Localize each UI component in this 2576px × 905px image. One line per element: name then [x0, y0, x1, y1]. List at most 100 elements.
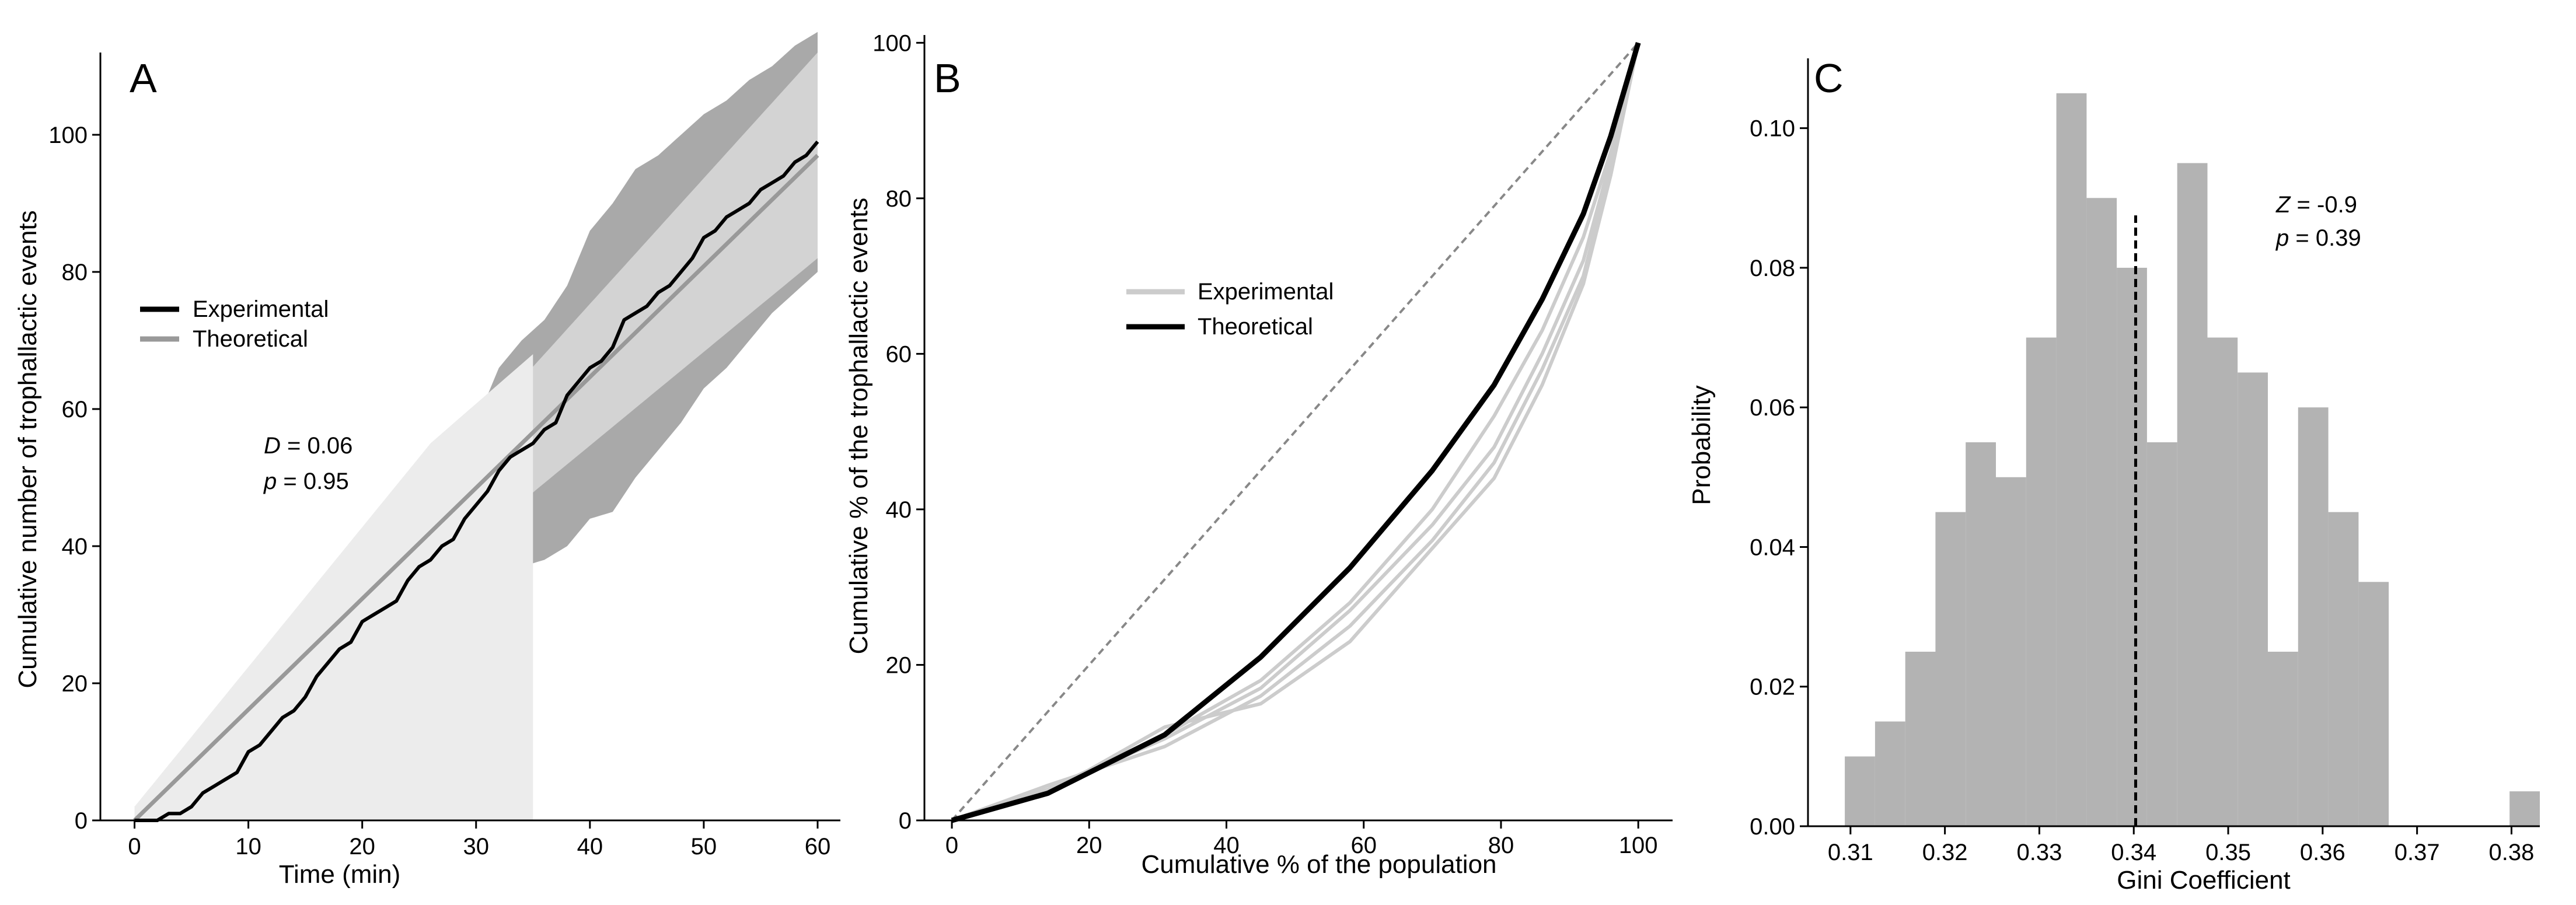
x-tick-label: 50 [691, 834, 717, 859]
panel-c-letter: C [1814, 55, 1844, 101]
y-tick-label: 0.02 [1750, 675, 1795, 700]
x-tick-label: 0.33 [2016, 840, 2062, 865]
panel-a-xlabel: Time (min) [279, 860, 401, 889]
histogram-bar [2086, 198, 2117, 826]
panel-b-letter: B [934, 55, 961, 101]
histogram-bar [2358, 582, 2389, 826]
histogram-bar [2328, 512, 2359, 826]
histogram-bar [1845, 756, 1875, 826]
histogram-bar [1966, 442, 1996, 826]
y-tick-label: 0.00 [1750, 814, 1795, 840]
histogram-bar [1875, 721, 1905, 826]
x-tick-label: 0.37 [2395, 840, 2440, 865]
histogram-bar [1935, 512, 1966, 826]
y-tick-label: 0.10 [1750, 116, 1795, 142]
histogram-bar [2268, 651, 2298, 826]
panel-c-xlabel: Gini Coefficient [2117, 866, 2291, 894]
legend-theoretical-label: Theoretical [193, 326, 308, 352]
panel-a-axes: 0 10 20 30 40 50 60 0 20 40 60 80 100 [48, 53, 840, 859]
panel-a-confidence-bands [134, 32, 818, 820]
y-tick-label: 40 [886, 497, 912, 523]
panel-a: 0 10 20 30 40 50 60 0 20 40 60 80 100 A Time (min) C… [13, 32, 840, 889]
x-tick-label: 20 [349, 834, 375, 859]
y-tick-label: 0.04 [1750, 534, 1795, 560]
y-tick-label: 0.06 [1750, 395, 1795, 421]
y-tick-label: 60 [886, 341, 912, 367]
y-tick-label: 20 [62, 671, 88, 697]
p-value: = 0.95 [277, 469, 348, 494]
panel-b-ylabel: Cumulative % of the trophallactic events [844, 198, 873, 655]
panel-a-d-statistic: D = 0.06 [264, 433, 352, 459]
panel-b-lorenz-curves [951, 42, 1641, 823]
x-tick-label: 0.31 [1828, 840, 1873, 865]
legend-experimental-label: Experimental [1198, 279, 1334, 305]
y-tick-label: 0.08 [1750, 256, 1795, 281]
p-value: = 0.39 [2289, 225, 2361, 251]
histogram-bar [2026, 337, 2057, 826]
panel-b-legend: Experimental Theoretical [1126, 279, 1334, 340]
x-tick-label: 100 [1619, 833, 1658, 858]
histogram-bar [2238, 372, 2268, 826]
panel-b-axes: 0 20 40 60 80 100 0 20 40 60 80 100 [872, 30, 1673, 858]
histogram-bar [2509, 791, 2540, 826]
x-tick-label: 10 [235, 834, 261, 859]
histogram-bar [2117, 267, 2147, 826]
x-tick-label: 80 [1488, 833, 1514, 858]
panel-a-lines [133, 140, 819, 822]
panel-a-letter: A [130, 55, 157, 101]
d-symbol: D [264, 433, 281, 459]
y-tick-label: 40 [62, 534, 88, 560]
panel-b-xlabel: Cumulative % of the population [1141, 850, 1496, 879]
x-tick-label: 0.32 [1922, 840, 1968, 865]
x-tick-label: 0 [128, 834, 141, 859]
x-tick-label: 20 [1076, 833, 1102, 858]
z-symbol: Z [2275, 192, 2291, 218]
legend-experimental-label: Experimental [193, 296, 329, 322]
x-tick-label: 0 [945, 833, 958, 858]
experimental-line [134, 140, 819, 822]
x-tick-label: 0.36 [2300, 840, 2345, 865]
y-tick-label: 0 [899, 808, 912, 834]
experimental-lorenz-curve [951, 42, 1640, 822]
panel-c-z-score: Z = -0.9 [2275, 192, 2357, 218]
band-light-range [134, 354, 533, 820]
experimental-lorenz-curve [951, 42, 1640, 822]
y-tick-label: 60 [62, 397, 88, 422]
panel-a-ylabel: Cumulative number of trophallactic event… [13, 210, 42, 688]
histogram-bar [2056, 93, 2087, 826]
x-tick-label: 0.38 [2489, 840, 2535, 865]
panel-c-p-value: p = 0.39 [2275, 225, 2361, 251]
histogram-bar [2207, 337, 2238, 826]
theoretical-lorenz-curve [951, 42, 1641, 823]
x-tick-label: 40 [577, 834, 603, 859]
x-tick-label: 60 [805, 834, 831, 859]
x-tick-label: 60 [1350, 833, 1377, 858]
panel-c: 0.31 0.32 0.33 0.34 0.35 0.36 0.37 0.38 0.00 0.02… [1687, 55, 2540, 894]
histogram-bar [1905, 651, 1936, 826]
histogram-bar [2298, 407, 2329, 826]
panel-a-legend: Experimental Theoretical [140, 296, 329, 352]
panel-c-histogram-bars [1845, 93, 2540, 826]
p-symbol: p [2275, 225, 2289, 251]
x-tick-label: 0.34 [2111, 840, 2156, 865]
y-tick-label: 100 [872, 30, 912, 56]
y-tick-label: 100 [48, 123, 88, 148]
y-tick-label: 0 [75, 808, 88, 834]
legend-theoretical-label: Theoretical [1198, 314, 1313, 340]
panel-b: 0 20 40 60 80 100 0 20 40 60 80 100 B Cumulative % … [844, 30, 1673, 879]
theoretical-line [133, 153, 819, 822]
histogram-bar [2146, 442, 2177, 826]
histogram-bar [1996, 477, 2026, 826]
histogram-bar [2177, 163, 2208, 826]
p-symbol: p [263, 469, 277, 494]
panel-c-axes: 0.31 0.32 0.33 0.34 0.35 0.36 0.37 0.38 0.00 0.02… [1750, 58, 2540, 865]
equality-line [951, 42, 1639, 822]
x-tick-label: 30 [463, 834, 490, 859]
y-tick-label: 20 [886, 652, 912, 678]
d-value: = 0.06 [281, 433, 352, 459]
panel-c-ylabel: Probability [1687, 385, 1716, 505]
y-tick-label: 80 [62, 260, 88, 285]
x-tick-label: 40 [1213, 833, 1240, 858]
panel-a-p-value: p = 0.95 [263, 469, 349, 494]
